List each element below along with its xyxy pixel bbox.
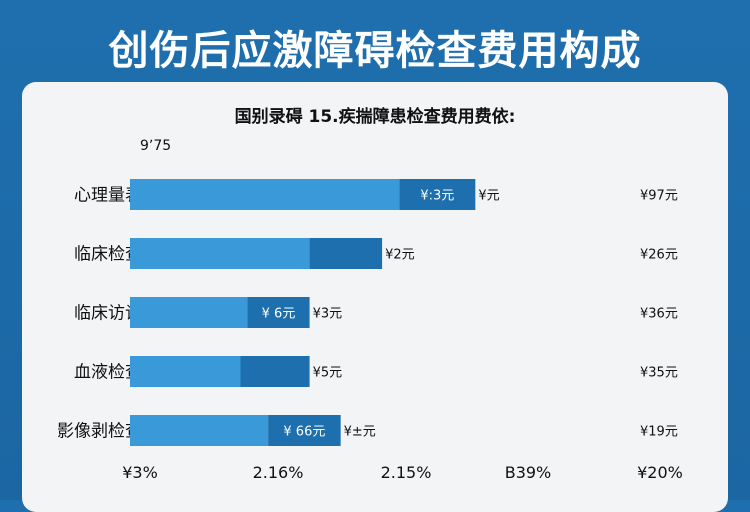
bar-inner-label: ¥ 6元: [262, 307, 296, 322]
category-label: 临床检查: [74, 245, 142, 265]
bar-total-label: ¥19元: [640, 425, 678, 440]
bar-end-label: ¥3元: [313, 307, 343, 322]
bar-segment: [130, 297, 248, 328]
bar-total-label: ¥97元: [640, 189, 678, 204]
x-tick-label: 2.16%: [253, 463, 304, 482]
chart-card: 国别录碍 15.疾揣障患检查费用费依: 9ʼ75 心理量表 ¥:3元 ¥元 ¥97元临床检…: [22, 82, 728, 512]
bar-chart: 国别录碍 15.疾揣障患检查费用费依: 9ʼ75 心理量表 ¥:3元 ¥元 ¥97元临床检…: [57, 106, 683, 482]
category-label: 影像剥检查: [57, 422, 142, 442]
bar-segment: [130, 179, 400, 210]
category-label: 心理量表: [74, 186, 142, 206]
chart-title: 国别录碍 15.疾揣障患检查费用费依:: [235, 106, 516, 127]
page-title: 创伤后应激障碍检查费用构成: [108, 28, 642, 74]
bar-end-label: ¥2元: [385, 248, 415, 263]
bar-segment: [240, 356, 310, 387]
bar-total-label: ¥36元: [640, 307, 678, 322]
bar-segment: [309, 238, 383, 269]
bar-end-label: ¥元: [478, 189, 499, 204]
bar-segment: [130, 356, 241, 387]
bar-total-label: ¥26元: [640, 248, 678, 263]
bar-end-label: ¥±元: [344, 425, 376, 440]
bar-segment: [247, 297, 310, 328]
x-tick-label: B39%: [505, 463, 552, 482]
bar-segment: [130, 415, 269, 446]
bar-inner-label: ¥:3元: [420, 189, 454, 204]
bar-segment: [399, 179, 476, 210]
bar-inner-label: ¥ 66元: [283, 425, 325, 440]
bar-segment: [130, 238, 310, 269]
category-label: 临床访谈: [74, 304, 142, 324]
chart-corner-label: 9ʼ75: [140, 138, 171, 154]
x-tick-label: 2.15%: [381, 463, 432, 482]
x-tick-label: ¥20%: [637, 463, 683, 482]
category-label: 血液检查: [74, 363, 142, 383]
bar-end-label: ¥5元: [313, 366, 343, 381]
bar-total-label: ¥35元: [640, 366, 678, 381]
bar-segment: [268, 415, 341, 446]
x-tick-label: ¥3%: [122, 463, 158, 482]
